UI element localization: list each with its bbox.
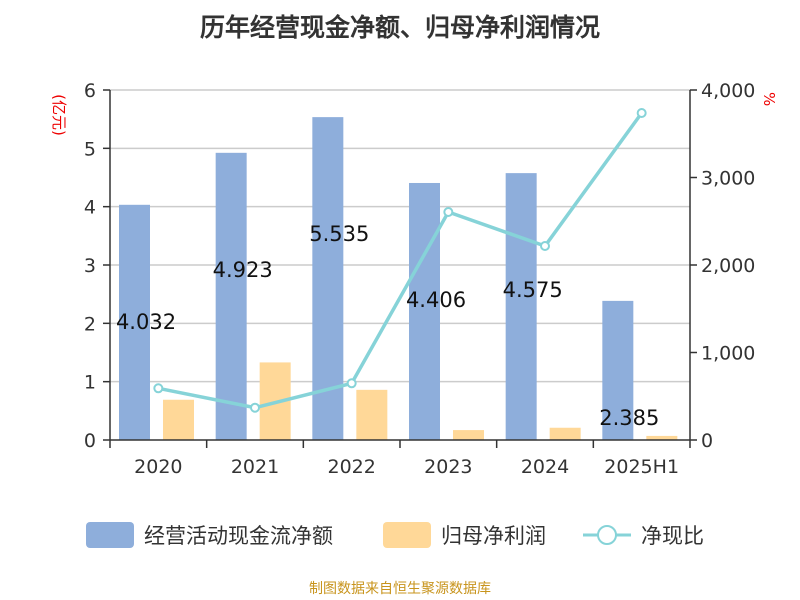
bar-cashflow: [215, 152, 247, 440]
y2-tick-label: 2,000: [701, 255, 755, 277]
y-tick-label: 6: [84, 80, 96, 102]
y-tick-label: 1: [84, 372, 96, 394]
line-ratio: [157, 111, 644, 410]
source-note: 制图数据来自恒生聚源数据库: [309, 581, 491, 597]
data-label: 4.406: [406, 288, 466, 312]
y2-tick-label: 4,000: [701, 80, 755, 102]
bar-net-profit: [549, 427, 581, 440]
x-tick-label: 2025H1: [604, 456, 679, 478]
bar-cashflow: [119, 204, 150, 440]
legend-swatch-point: [597, 525, 617, 545]
x-tick-label: 2020: [134, 456, 182, 478]
data-label: 4.575: [503, 278, 563, 302]
data-label: 5.535: [309, 222, 369, 246]
bar-net-profit: [163, 399, 194, 440]
line-point: [540, 241, 550, 252]
y-axis-label: (亿元): [50, 94, 68, 136]
line-point: [443, 206, 454, 217]
line-point: [153, 383, 164, 394]
chart-title: 历年经营现金净额、归母净利润情况: [199, 13, 600, 42]
y-tick-label: 3: [84, 255, 96, 277]
y-tick-label: 0: [84, 430, 96, 452]
legend-label: 经营活动现金流净额: [144, 524, 333, 548]
bar-cashflow: [409, 182, 440, 440]
data-label: 2.385: [599, 406, 659, 430]
bar-net-profit: [453, 430, 484, 440]
y-tick-label: 4: [84, 197, 96, 219]
y2-tick-label: 0: [701, 430, 713, 452]
bar-cashflow: [505, 173, 537, 440]
y-tick-label: 2: [84, 313, 96, 335]
x-tick-label: 2023: [424, 456, 472, 478]
y2-tick-label: 1,000: [701, 343, 755, 365]
bar-net-profit: [646, 435, 678, 440]
legend-label: 归母净利润: [441, 524, 546, 548]
legend-swatch-cashflow: [86, 522, 134, 548]
legend-swatch-net-profit: [383, 522, 431, 548]
legend-label: 净现比: [641, 524, 704, 548]
x-tick-label: 2024: [521, 456, 569, 478]
data-label: 4.923: [213, 258, 273, 282]
line-point: [636, 108, 647, 119]
bar-net-profit: [356, 389, 388, 440]
y-tick-label: 5: [84, 138, 96, 160]
y2-axis-label: %: [760, 92, 778, 106]
x-tick-label: 2022: [327, 456, 375, 478]
bar-cashflow: [602, 300, 634, 440]
x-tick-label: 2021: [231, 456, 279, 478]
line-point: [346, 378, 357, 389]
y2-tick-label: 3,000: [701, 168, 755, 190]
data-label: 4.032: [116, 310, 176, 334]
line-point: [250, 402, 260, 413]
